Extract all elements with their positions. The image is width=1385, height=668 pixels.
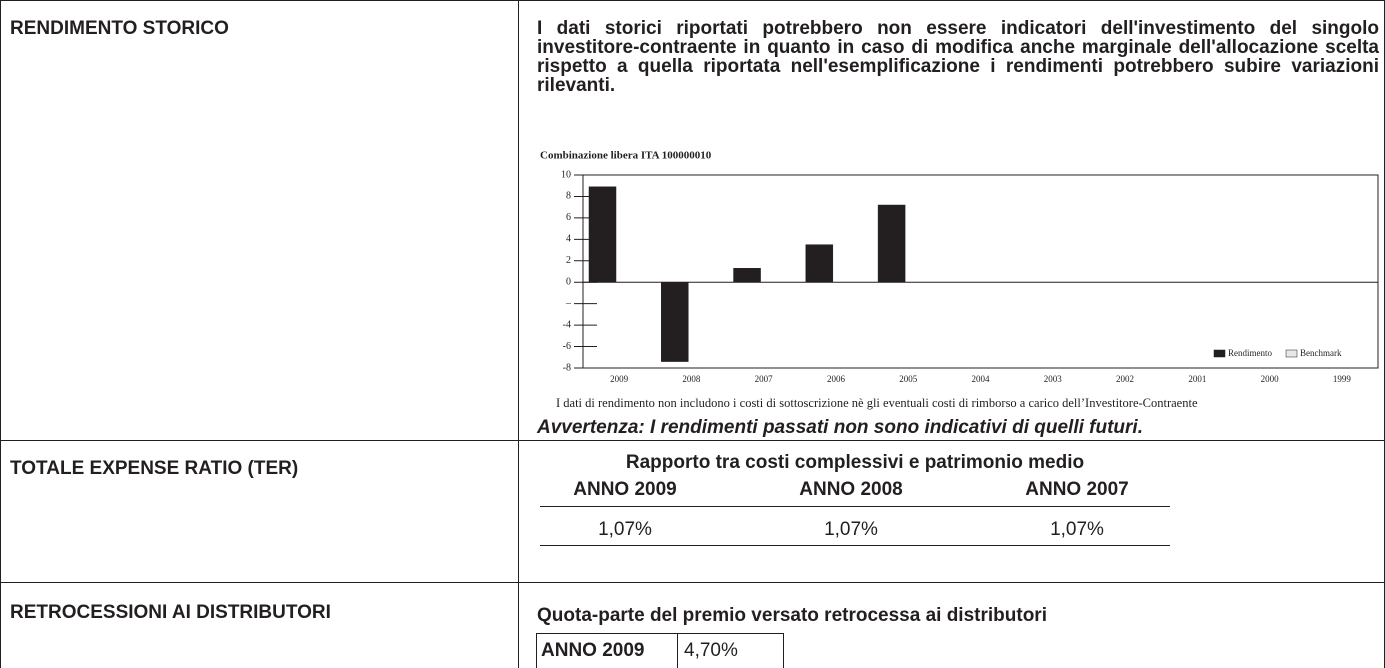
x-tick-label: 2004 — [972, 374, 991, 384]
note: I dati di rendimento non includono i cos… — [556, 396, 1198, 410]
chart: Combinazione libera ITA 100000010 10 8 6 4 2… — [540, 150, 1379, 384]
bar — [877, 204, 906, 283]
rule — [540, 545, 1170, 546]
border — [0, 0, 1385, 1]
bar — [805, 244, 834, 283]
x-tick-label: 2005 — [899, 374, 918, 384]
border — [518, 0, 519, 668]
row-label: RENDIMENTO STORICO — [10, 18, 229, 39]
cell-border — [677, 633, 678, 668]
x-tick-label: 1999 — [1333, 374, 1352, 384]
table-cell: ANNO 2009 — [541, 640, 645, 661]
x-tick-label: 2001 — [1188, 374, 1206, 384]
legend-swatch — [1213, 349, 1226, 358]
legend-label: Rendimento — [1228, 348, 1272, 358]
x-tick-label: 2006 — [827, 374, 846, 384]
table-header: ANNO 2008 — [799, 479, 903, 500]
bar — [588, 186, 617, 283]
border — [0, 582, 1385, 583]
row-label: TOTALE EXPENSE RATIO (TER) — [10, 458, 299, 479]
x-tick-label: 2008 — [682, 374, 701, 384]
x-tick-label: 2003 — [1044, 374, 1063, 384]
plot-frame — [582, 174, 1379, 369]
paragraph: I dati storici riportati potrebbero non … — [537, 18, 1379, 96]
x-tick-label: 2002 — [1116, 374, 1134, 384]
y-tick-label: 2 — [566, 255, 571, 266]
y-tick-label: 6 — [566, 212, 571, 223]
y-tick-label: -4 — [563, 319, 571, 330]
y-tick-label: 0 — [566, 277, 571, 288]
x-tick-label: 2007 — [755, 374, 774, 384]
border — [0, 0, 1, 668]
table-header: ANNO 2009 — [573, 479, 677, 500]
y-tick-label: 8 — [566, 191, 571, 202]
row-label: RETROCESSIONI AI DISTRIBUTORI — [10, 602, 331, 623]
paragraph: Quota-parte del premio versato retrocess… — [537, 605, 1047, 626]
y-tick-label: -8 — [563, 362, 571, 373]
border — [0, 440, 1385, 441]
y-tick-label: – — [565, 298, 572, 309]
x-tick-label: 2009 — [610, 374, 629, 384]
bar — [733, 268, 761, 283]
y-tick-label: -6 — [563, 341, 571, 352]
small-table — [536, 633, 784, 668]
table-title: Rapporto tra costi complessivi e patrimo… — [625, 452, 1085, 473]
table-cell: 1,07% — [598, 519, 652, 540]
y-tick-label: 4 — [566, 234, 571, 245]
y-tick-label: 10 — [561, 169, 571, 180]
table-cell: 1,07% — [1050, 519, 1104, 540]
warning: Avvertenza: I rendimenti passati non son… — [537, 417, 1143, 438]
table-cell: 1,07% — [824, 519, 878, 540]
legend-label: Benchmark — [1300, 348, 1342, 358]
table-header: ANNO 2007 — [1025, 479, 1129, 500]
legend-swatch — [1285, 349, 1298, 358]
bar — [661, 281, 689, 362]
rule — [540, 506, 1170, 507]
chart-title: Combinazione libera ITA 100000010 — [540, 150, 712, 162]
x-tick-label: 2000 — [1261, 374, 1280, 384]
table-cell: 4,70% — [684, 640, 738, 661]
